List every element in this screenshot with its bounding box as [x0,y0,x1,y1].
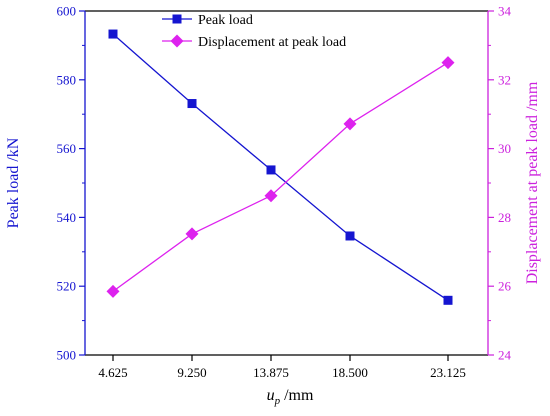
x-tick-label: 9.250 [177,365,206,380]
x-tick-label: 23.125 [430,365,466,380]
right-y-tick-label: 26 [498,279,512,294]
peak-load-point [345,231,355,241]
legend-label-peak-load: Peak load [198,13,253,28]
right-y-tick-label: 32 [498,72,511,87]
peak-load-point [187,99,197,109]
legend: Peak load Displacement at peak load [162,13,346,50]
x-tick-label: 4.625 [98,365,127,380]
displacement-at-peak-load-point [343,117,357,131]
left-y-tick-label: 560 [57,141,77,156]
x-ticks: 4.625 9.250 13.875 18.500 23.125 [98,355,466,380]
left-y-tick-label: 540 [57,210,77,225]
x-tick-label: 18.500 [332,365,368,380]
peak-load-point [443,295,453,305]
displacement-at-peak-load-line [112,62,449,292]
peak-load-point [108,29,118,39]
x-axis-title-unit: /mm [280,387,314,404]
left-y-axis-title: Peak load /kN [5,137,22,228]
legend-label-displacement-at-peak-load: Displacement at peak load [198,35,346,50]
right-y-axis-title: Displacement at peak load /mm [524,81,541,284]
x-axis-title-subscript: p [274,395,281,407]
displacement-at-peak-load-point [185,227,199,241]
x-tick-label: 13.875 [253,365,289,380]
peak-load-point [266,165,276,175]
right-y-ticks: 24 26 28 30 32 34 [488,4,512,363]
right-y-tick-label: 24 [498,348,512,363]
left-y-tick-label: 580 [57,72,77,87]
legend-marker-displacement-at-peak-load [170,34,184,48]
series-layer [106,29,455,305]
right-y-tick-label: 30 [498,141,511,156]
peak-load-line [112,33,449,301]
left-y-tick-label: 520 [57,279,77,294]
left-y-ticks: 500 520 540 560 580 600 [57,4,85,363]
legend-marker-peak-load [172,14,182,24]
left-y-tick-label: 600 [57,4,77,19]
displacement-at-peak-load-point [106,284,120,298]
displacement-at-peak-load-point [441,56,455,70]
left-y-tick-label: 500 [57,348,77,363]
x-axis-title-variable: u [267,387,275,404]
displacement-at-peak-load-point [264,189,278,203]
right-y-tick-label: 28 [498,210,511,225]
right-y-tick-label: 34 [498,4,512,19]
x-axis-title: up /mm [267,387,314,407]
